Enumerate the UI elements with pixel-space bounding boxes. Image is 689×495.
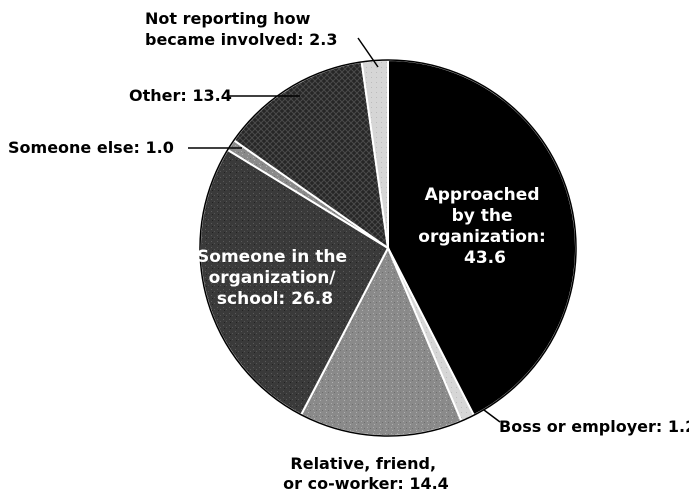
label-boss: Boss or employer: 1.2 bbox=[499, 417, 689, 436]
leader-line-boss bbox=[483, 409, 501, 423]
label-someone-else: Someone else: 1.0 bbox=[8, 138, 174, 157]
label-approached: Approached by the organization: 43.6 bbox=[418, 185, 551, 268]
label-someone-in: Someone in the organization/ school: 26.… bbox=[197, 247, 353, 309]
label-relative: Relative, friend, or co-worker: 14.4 bbox=[283, 454, 449, 493]
label-not-reporting: Not reporting how became involved: 2.3 bbox=[145, 9, 338, 49]
pie-slices bbox=[199, 58, 577, 437]
leader-line-not-reporting bbox=[357, 37, 379, 68]
label-other: Other: 13.4 bbox=[129, 86, 232, 105]
pie-outline bbox=[199, 59, 577, 437]
leader-lines bbox=[188, 37, 501, 423]
